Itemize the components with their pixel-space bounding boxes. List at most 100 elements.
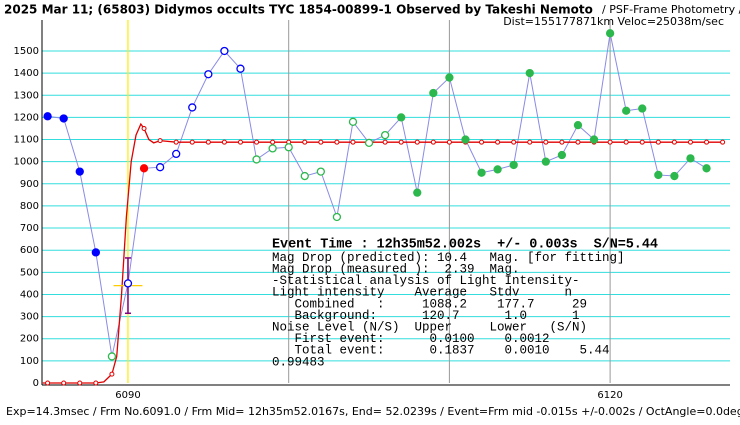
- model-point: [639, 139, 645, 145]
- model-point: [205, 139, 211, 145]
- model-point: [109, 371, 115, 377]
- model-point: [430, 139, 436, 145]
- model-point: [414, 139, 420, 145]
- data-point: [445, 73, 454, 82]
- data-point: [139, 164, 149, 173]
- data-point: [413, 188, 422, 197]
- data-point: [429, 88, 438, 98]
- model-point: [302, 139, 308, 145]
- model-point: [479, 139, 485, 145]
- model-point: [45, 380, 51, 386]
- y-tick-label: 800: [20, 201, 39, 212]
- data-point: [204, 70, 213, 79]
- model-point: [270, 139, 276, 145]
- data-point: [589, 135, 599, 144]
- y-tick-label: 1100: [14, 135, 39, 146]
- model-point: [254, 139, 260, 145]
- y-tick-label: 200: [20, 334, 39, 345]
- y-tick-label: 400: [20, 289, 39, 300]
- model-point: [671, 139, 677, 145]
- subtitle: / PSF-Frame Photometry /: [602, 3, 740, 16]
- data-point: [316, 167, 325, 176]
- data-point: [557, 150, 567, 160]
- data-point: [220, 46, 229, 56]
- x-tick-label: 6120: [597, 390, 622, 401]
- y-tick-label: 100: [20, 356, 39, 367]
- data-point: [702, 164, 711, 173]
- data-point: [123, 279, 133, 288]
- model-point: [623, 139, 629, 145]
- model-point: [189, 139, 195, 145]
- data-point: [477, 168, 486, 177]
- annotation: Light intensity Average Stdv n: [272, 286, 572, 300]
- y-tick-label: 1300: [14, 90, 39, 101]
- data-point: [332, 212, 342, 222]
- footer: Exp=14.3msec / Frm No.6091.0 / Frm Mid= …: [6, 405, 740, 418]
- annotation: First event: 0.0100 0.0012: [272, 332, 550, 346]
- data-point: [91, 248, 100, 257]
- data-point: [573, 120, 583, 130]
- data-point: [364, 138, 374, 147]
- model-point: [77, 380, 83, 386]
- annotation: Total event: 0.1837 0.0010 5.44: [272, 344, 610, 358]
- data-point: [300, 171, 309, 181]
- annotation: Mag Drop (predicted): 10.4 Mag. [for fit…: [272, 251, 625, 265]
- y-tick-label: 1200: [14, 112, 39, 123]
- model-point: [350, 139, 356, 145]
- model-point: [157, 138, 163, 144]
- model-point: [334, 139, 340, 145]
- model-point: [575, 139, 581, 145]
- model-line: [42, 122, 723, 384]
- y-tick-label: 900: [20, 179, 39, 190]
- data-point: [493, 165, 502, 174]
- data-point: [155, 163, 165, 172]
- model-point: [318, 139, 324, 145]
- y-tick-label: 600: [20, 245, 39, 256]
- data-point: [380, 130, 390, 140]
- data-point: [654, 170, 663, 180]
- data-point: [43, 112, 52, 121]
- model-point: [655, 139, 661, 145]
- model-point: [221, 139, 227, 145]
- subtitle2: Dist=155177871km Veloc=25038m/sec: [503, 15, 724, 28]
- data-point: [59, 114, 68, 123]
- model-point: [141, 125, 147, 131]
- data-point: [348, 117, 358, 126]
- model-point: [559, 139, 565, 145]
- data-point: [188, 103, 197, 112]
- annotation: Combined : 1088.2 177.7 29: [272, 297, 587, 311]
- data-point: [541, 157, 550, 166]
- annotation: Event Time : 12h35m52.002s +/- 0.003s S/…: [272, 238, 658, 253]
- data-point: [605, 29, 615, 38]
- chart-title: 2025 Mar 11; (65803) Didymos occults TYC…: [4, 3, 593, 17]
- data-point: [525, 68, 534, 78]
- y-tick-label: 700: [20, 223, 39, 234]
- data-point: [397, 113, 406, 122]
- model-point: [720, 139, 726, 145]
- annotation: Mag Drop (measured ): 2.39 Mag.: [272, 262, 520, 276]
- data-point: [638, 104, 647, 113]
- y-tick-label: 1000: [14, 157, 39, 168]
- model-point: [543, 139, 549, 145]
- annotation: Background: 120.7 1.0 1: [272, 309, 580, 323]
- model-point: [237, 139, 243, 145]
- y-tick-label: 300: [20, 312, 39, 323]
- data-point: [461, 135, 470, 144]
- model-point: [173, 139, 179, 145]
- data-point: [686, 154, 695, 163]
- model-point: [704, 139, 710, 145]
- x-tick-label: 6090: [115, 390, 140, 401]
- y-tick-label: 1400: [14, 68, 39, 79]
- y-tick-label: 1500: [14, 46, 39, 57]
- model-point: [687, 139, 693, 145]
- data-point: [670, 171, 679, 181]
- model-point: [527, 139, 533, 145]
- data-point: [622, 106, 631, 115]
- data-point: [236, 64, 245, 73]
- y-tick-label: 500: [20, 267, 39, 278]
- model-point: [446, 139, 452, 145]
- annotation: Noise Level (N/S) Upper Lower (S/N): [272, 320, 587, 334]
- data-point: [509, 160, 518, 170]
- data-point: [75, 167, 84, 176]
